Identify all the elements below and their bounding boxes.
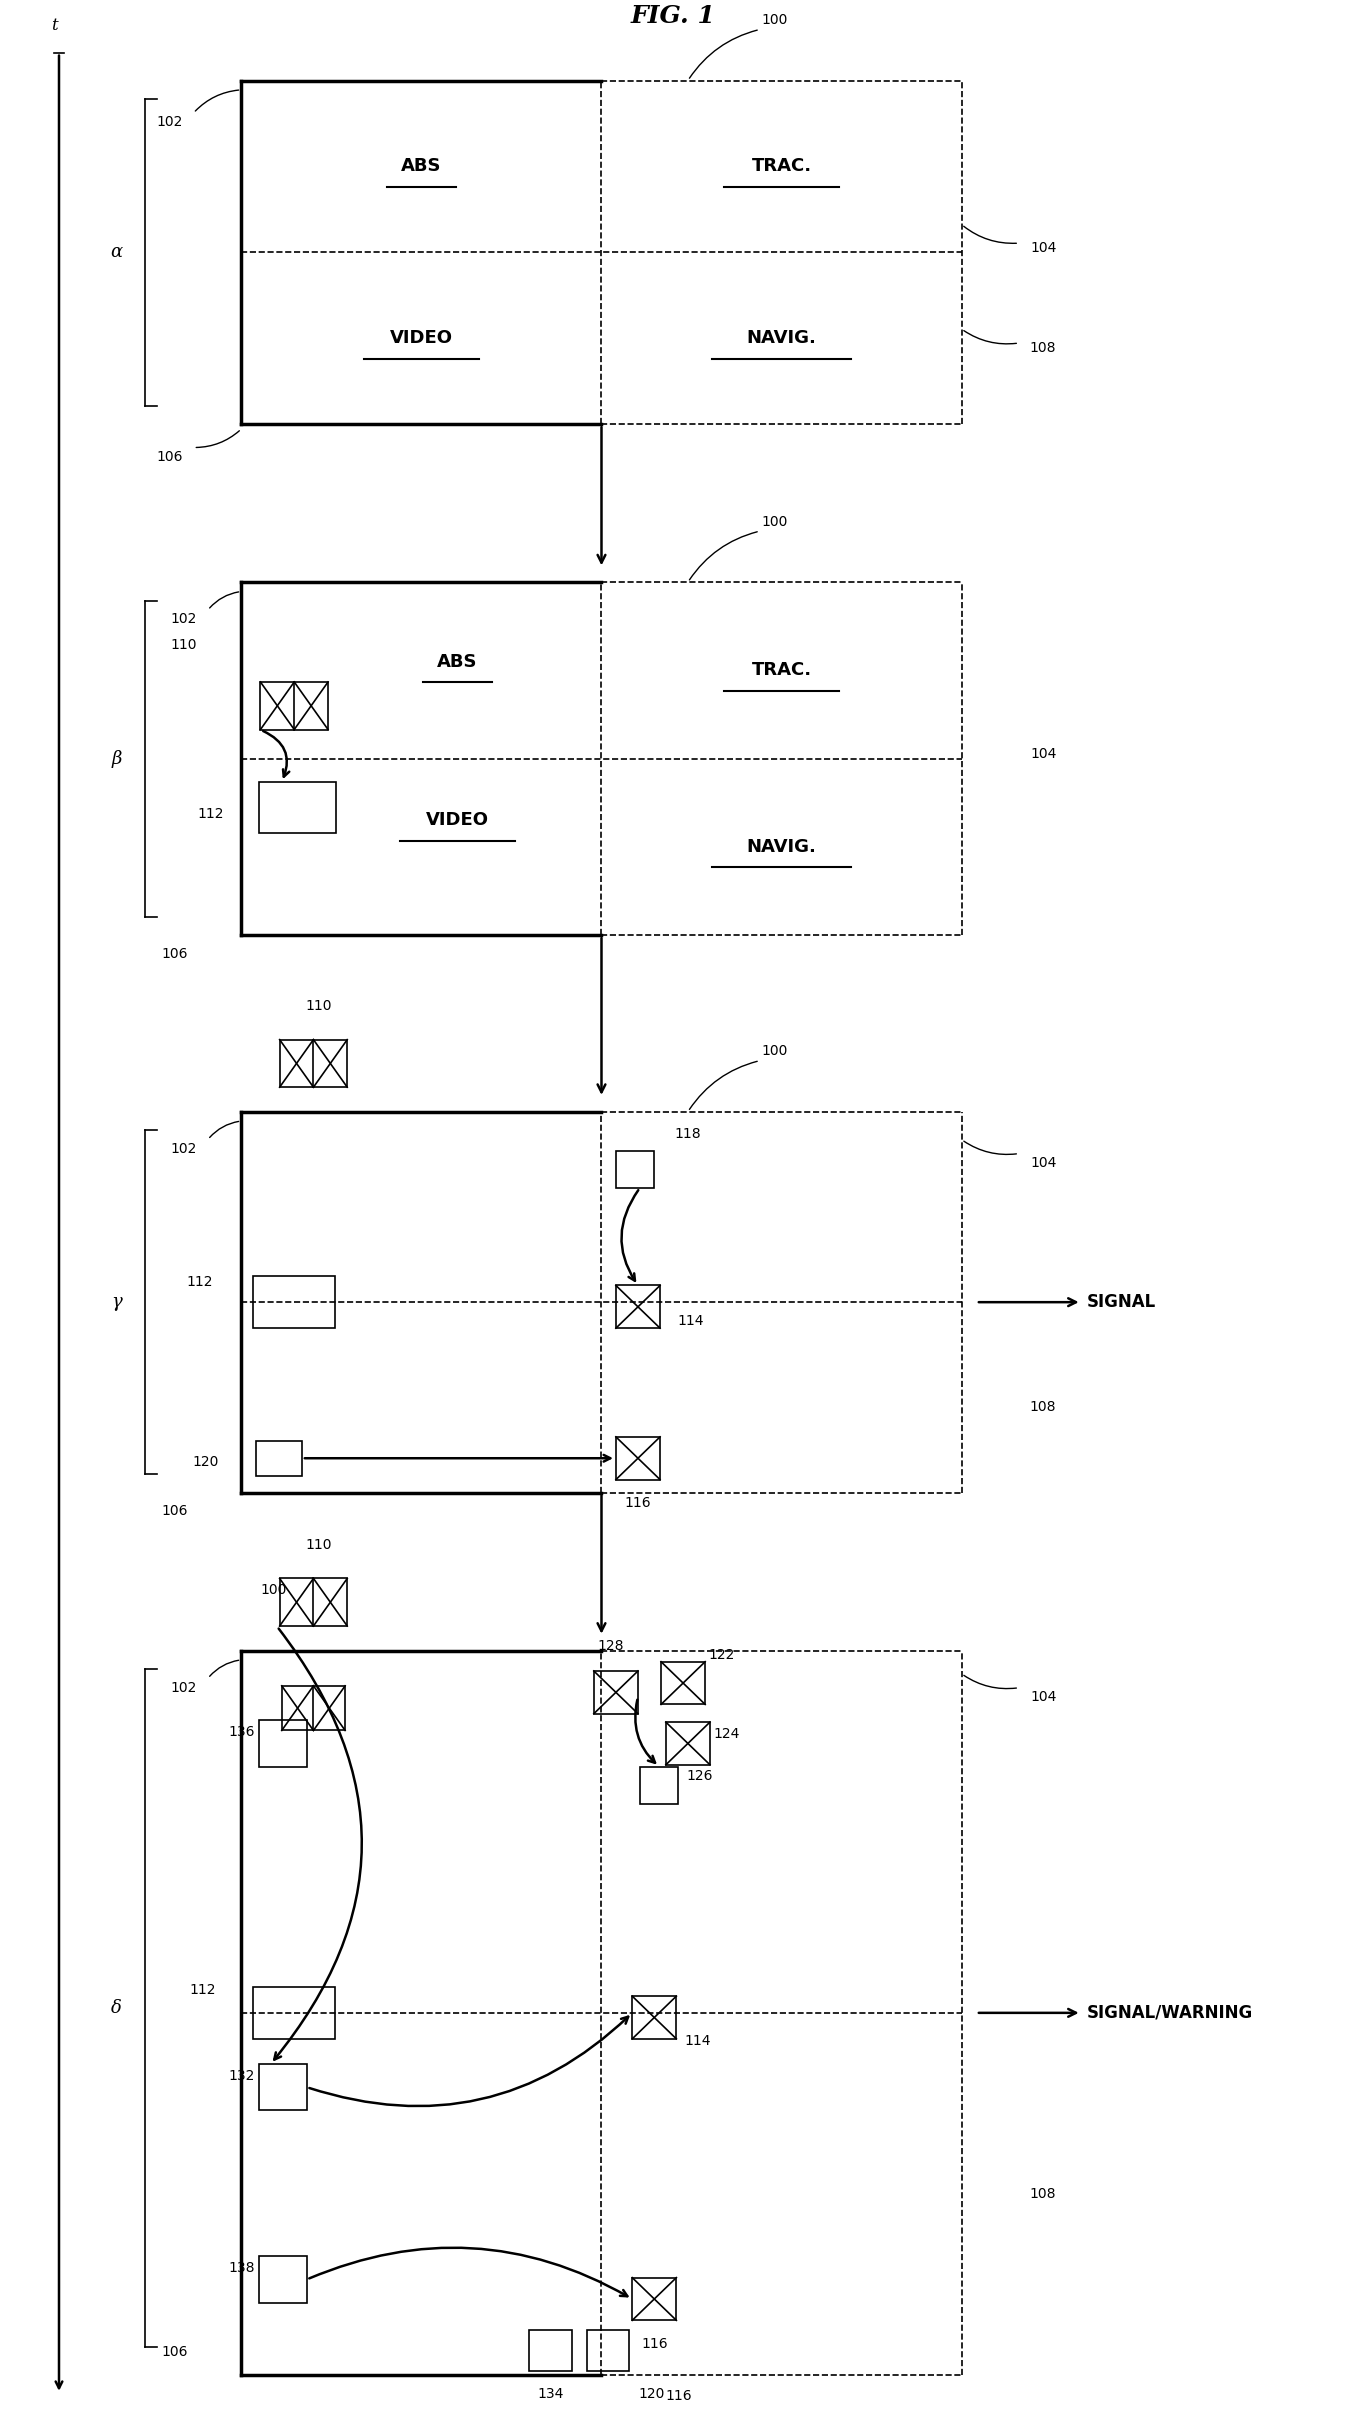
Text: 114: 114 — [684, 2033, 711, 2047]
Bar — [259, 2256, 307, 2302]
Text: 100: 100 — [761, 514, 788, 528]
Text: 124: 124 — [713, 1728, 740, 1742]
Text: 112: 112 — [187, 1274, 213, 1289]
Text: 112: 112 — [198, 807, 224, 821]
Text: 134: 134 — [537, 2387, 564, 2401]
Text: 104: 104 — [1030, 746, 1056, 761]
Text: FIG. 1: FIG. 1 — [630, 2, 717, 27]
Text: ABS: ABS — [438, 652, 478, 671]
Text: t: t — [51, 17, 58, 34]
Text: 100: 100 — [260, 1582, 287, 1597]
Text: 104: 104 — [1030, 1156, 1056, 1170]
Text: 108: 108 — [1030, 342, 1056, 354]
Text: 102: 102 — [156, 116, 183, 128]
Text: 138: 138 — [228, 2261, 255, 2275]
Text: TRAC.: TRAC. — [752, 661, 812, 678]
Text: α: α — [110, 242, 123, 262]
Text: NAVIG.: NAVIG. — [746, 838, 816, 855]
Text: ABS: ABS — [401, 157, 442, 174]
Text: VIDEO: VIDEO — [391, 330, 453, 346]
Text: 110: 110 — [304, 1539, 331, 1551]
Text: 106: 106 — [162, 947, 187, 962]
Bar — [594, 1672, 638, 1713]
Text: 126: 126 — [686, 1769, 713, 1783]
Bar — [253, 1277, 334, 1328]
Bar — [280, 1577, 348, 1626]
Bar — [259, 2064, 307, 2110]
Bar — [616, 1287, 660, 1328]
Bar — [280, 1039, 348, 1088]
Text: 110: 110 — [304, 998, 331, 1013]
Text: β: β — [112, 749, 121, 768]
Text: 102: 102 — [171, 613, 197, 628]
Text: 120: 120 — [638, 2387, 664, 2401]
Text: 114: 114 — [678, 1313, 704, 1328]
Text: 100: 100 — [761, 1044, 788, 1059]
Text: 122: 122 — [709, 1648, 734, 1662]
Text: δ: δ — [112, 1999, 123, 2018]
Bar — [259, 783, 335, 834]
Text: 106: 106 — [162, 1505, 187, 1519]
Text: 108: 108 — [1030, 1400, 1056, 1413]
Bar — [259, 1720, 307, 1766]
Text: 106: 106 — [162, 2345, 187, 2360]
Bar — [665, 1723, 710, 1764]
Text: 136: 136 — [228, 1725, 255, 1740]
Bar — [661, 1662, 706, 1703]
Bar — [282, 1686, 345, 1730]
Text: 104: 104 — [1030, 240, 1056, 254]
Text: 102: 102 — [171, 1682, 197, 1694]
Bar — [616, 1151, 655, 1187]
Text: 116: 116 — [625, 1495, 652, 1510]
Text: 128: 128 — [598, 1638, 625, 1652]
Text: 106: 106 — [156, 451, 183, 463]
Text: γ: γ — [112, 1294, 123, 1311]
Text: TRAC.: TRAC. — [752, 157, 812, 174]
Bar — [632, 1997, 676, 2038]
Bar — [253, 1987, 334, 2038]
Text: SIGNAL: SIGNAL — [1087, 1294, 1156, 1311]
Text: 108: 108 — [1030, 2188, 1056, 2200]
Text: 100: 100 — [761, 12, 788, 27]
Text: 132: 132 — [228, 2069, 255, 2084]
Text: 112: 112 — [190, 1982, 217, 1997]
Bar — [529, 2329, 571, 2370]
Text: 118: 118 — [675, 1127, 702, 1141]
Text: SIGNAL/WARNING: SIGNAL/WARNING — [1087, 2004, 1253, 2021]
Text: 110: 110 — [171, 637, 197, 652]
Bar — [256, 1442, 302, 1476]
Bar — [260, 681, 329, 729]
Text: 116: 116 — [641, 2336, 668, 2350]
Text: NAVIG.: NAVIG. — [746, 330, 816, 346]
Text: 102: 102 — [171, 1141, 197, 1156]
Text: 104: 104 — [1030, 1689, 1056, 1703]
Text: 120: 120 — [193, 1454, 220, 1468]
Text: 116: 116 — [665, 2389, 691, 2404]
Bar — [587, 2329, 629, 2370]
Bar — [640, 1766, 679, 1803]
Bar — [616, 1437, 660, 1480]
Text: VIDEO: VIDEO — [426, 812, 489, 829]
Bar — [632, 2278, 676, 2321]
